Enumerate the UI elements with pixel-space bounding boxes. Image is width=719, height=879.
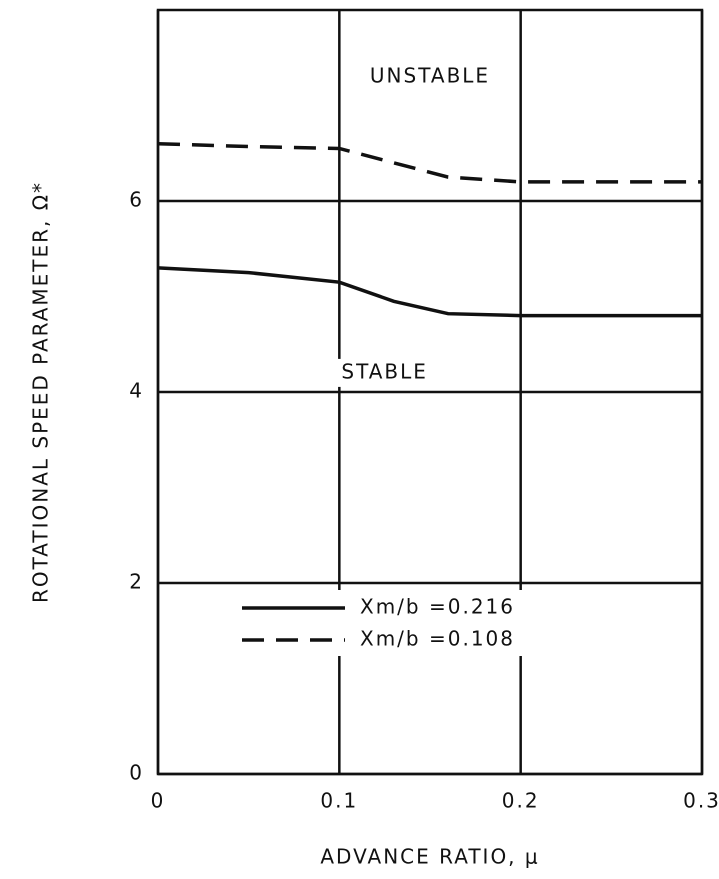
x-tick-label: 0 [151, 789, 166, 813]
series-line [157, 266, 702, 318]
annotation-bg [309, 358, 460, 387]
annotation: STABLE [341, 359, 428, 383]
y-tick-label: 4 [129, 379, 144, 403]
annotation-bg [355, 62, 505, 91]
y-tick-label: 2 [129, 570, 144, 594]
legend-box [232, 590, 577, 656]
legend-label: Xm/b =0.216 [360, 595, 515, 619]
series-line [157, 141, 702, 184]
x-tick-label: 0.1 [320, 789, 358, 813]
x-tick-label: 0.3 [683, 789, 719, 813]
legend-label: Xm/b =0.108 [360, 627, 515, 651]
y-tick-label: 0 [129, 761, 144, 785]
annotation: UNSTABLE [370, 63, 490, 87]
x-axis-label: ADVANCE RATIO, μ [320, 845, 539, 869]
y-tick-label: 6 [129, 188, 144, 212]
y-axis-label: ROTATIONAL SPEED PARAMETER, Ω* [29, 181, 53, 603]
x-tick-label: 0.2 [502, 789, 540, 813]
